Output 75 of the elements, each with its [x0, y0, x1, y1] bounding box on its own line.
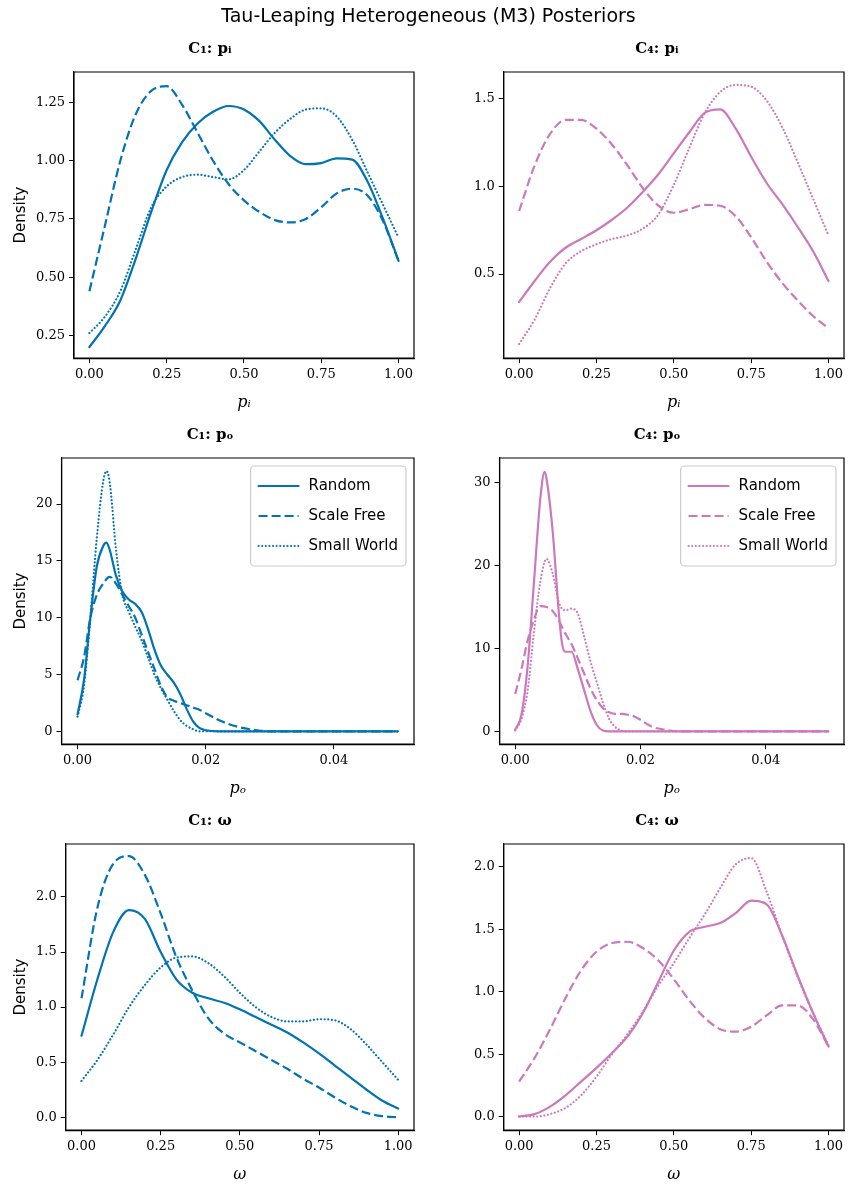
- y-tick-label: 1.5: [473, 90, 495, 106]
- x-tick-label: 0.75: [736, 366, 766, 382]
- y-tick-label: 15: [36, 552, 53, 568]
- y-tick-label: 0.5: [35, 1053, 57, 1069]
- chart-title: C₁: ω: [188, 810, 232, 829]
- x-axis-title: ω: [233, 1163, 247, 1183]
- x-tick-label: 1.00: [383, 1138, 413, 1154]
- y-tick-label: 0.0: [35, 1108, 57, 1124]
- y-tick-label: 0: [482, 722, 491, 738]
- x-tick-label: 0.00: [67, 1138, 96, 1154]
- y-tick-label: 1.00: [35, 152, 65, 168]
- x-tick-label: 0.04: [319, 752, 349, 768]
- y-axis-title: Density: [10, 186, 29, 244]
- x-tick-label: 0.00: [74, 366, 104, 382]
- y-axis-title: Density: [10, 572, 29, 630]
- y-tick-label: 0.50: [35, 268, 65, 284]
- y-axis-title: Density: [10, 958, 29, 1016]
- y-tick-label: 0.5: [473, 265, 495, 281]
- x-axis-title: ω: [667, 1163, 681, 1183]
- x-axis-title: pₒ: [229, 777, 246, 797]
- x-tick-label: 0.50: [659, 1138, 689, 1154]
- x-tick-label: 0.50: [229, 366, 259, 382]
- y-tick-label: 2.0: [35, 888, 57, 904]
- x-tick-label: 0.00: [504, 366, 534, 382]
- x-tick-label: 1.00: [384, 366, 414, 382]
- x-tick-label: 0.00: [504, 1138, 534, 1154]
- x-tick-label: 0.00: [63, 752, 93, 768]
- chart-title: C₁: pₒ: [186, 424, 234, 443]
- x-axis-title: pᵢ: [667, 391, 681, 411]
- y-tick-label: 0.5: [473, 1045, 495, 1061]
- x-tick-label: 0.04: [751, 752, 781, 768]
- y-tick-label: 5: [44, 665, 53, 681]
- y-tick-label: 1.5: [473, 920, 495, 936]
- y-tick-label: 20: [474, 556, 491, 572]
- legend-label: Scale Free: [308, 505, 386, 524]
- legend-label: Small World: [308, 535, 399, 554]
- x-axis-title: pₒ: [663, 777, 680, 797]
- y-tick-label: 1.0: [473, 983, 495, 999]
- x-tick-label: 0.50: [225, 1138, 255, 1154]
- y-tick-label: 2.0: [473, 858, 495, 874]
- x-tick-label: 0.75: [736, 1138, 766, 1154]
- x-tick-label: 0.25: [582, 1138, 611, 1154]
- chart-title: C₄: pᵢ: [635, 38, 680, 57]
- legend-label: Scale Free: [738, 505, 816, 524]
- legend-label: Small World: [738, 535, 829, 554]
- x-tick-label: 0.25: [152, 366, 182, 382]
- y-tick-label: 1.0: [473, 177, 495, 193]
- x-tick-label: 0.25: [582, 366, 611, 382]
- x-tick-label: 0.50: [659, 366, 689, 382]
- legend-label: Random: [738, 475, 801, 494]
- y-tick-label: 0: [44, 722, 53, 738]
- y-tick-label: 20: [36, 495, 53, 511]
- x-tick-label: 1.00: [814, 366, 844, 382]
- y-tick-label: 30: [474, 474, 491, 489]
- x-tick-label: 0.02: [625, 752, 655, 768]
- y-tick-label: 10: [36, 609, 53, 625]
- y-tick-label: 1.25: [35, 93, 65, 109]
- y-tick-label: 0.25: [35, 326, 65, 342]
- y-tick-label: 1.5: [35, 943, 57, 959]
- x-tick-label: 1.00: [814, 1138, 844, 1154]
- text: Tau-Leaping Heterogeneous (M3) Posteriors: [220, 4, 637, 26]
- chart-title: C₁: pᵢ: [188, 38, 233, 57]
- x-axis-title: pᵢ: [237, 391, 251, 411]
- x-tick-label: 0.75: [306, 366, 336, 382]
- y-tick-label: 0.75: [35, 210, 65, 226]
- x-tick-label: 0.00: [500, 752, 530, 768]
- y-tick-label: 1.0: [35, 998, 57, 1014]
- x-tick-label: 0.02: [191, 752, 221, 768]
- chart-title: C₄: ω: [635, 810, 679, 829]
- x-tick-label: 0.75: [304, 1138, 334, 1154]
- x-tick-label: 0.25: [146, 1138, 176, 1154]
- y-tick-label: 0.0: [473, 1107, 495, 1123]
- y-tick-label: 10: [474, 639, 491, 655]
- chart-title: C₄: pₒ: [633, 424, 681, 443]
- legend-label: Random: [308, 475, 371, 494]
